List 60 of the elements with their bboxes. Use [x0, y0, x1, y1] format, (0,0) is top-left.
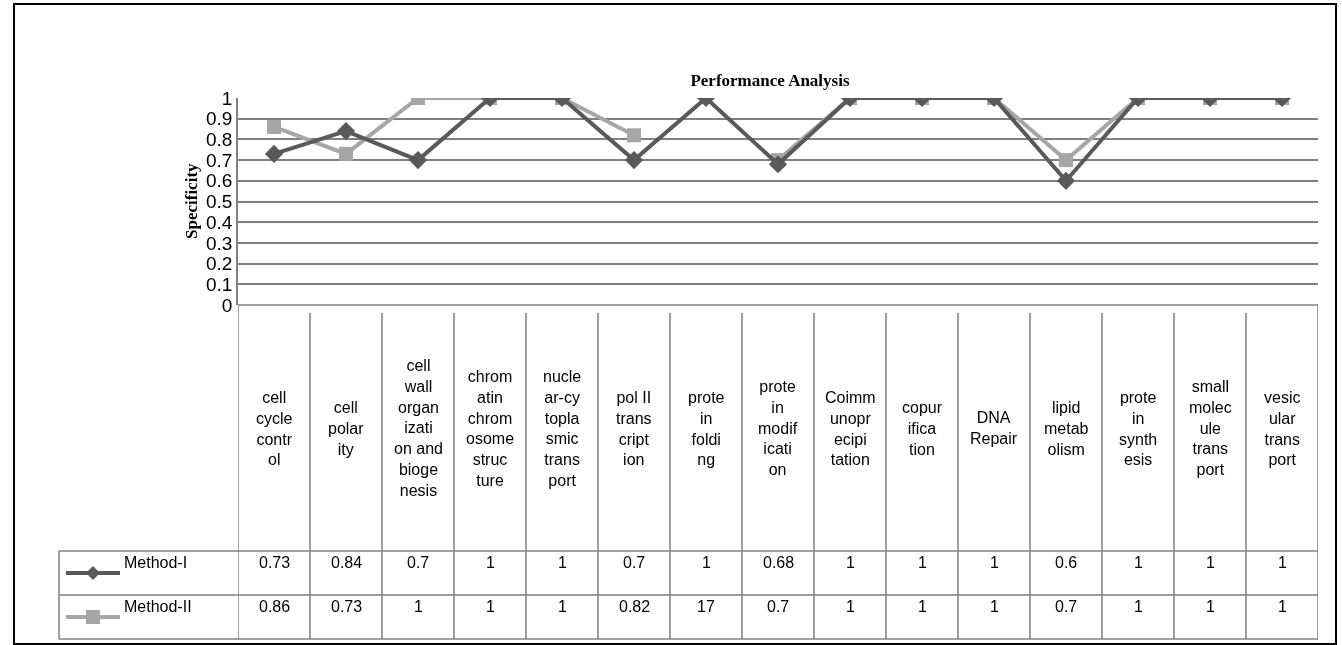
y-tick-label: 0.4 — [206, 211, 233, 233]
x-tick-label: lipid metabolism — [1044, 399, 1089, 458]
text: 17 — [697, 598, 715, 615]
data-label: 1 — [1278, 554, 1287, 571]
data-label: 1 — [1278, 598, 1287, 615]
x-tick-label: nuclear-cytoplasmic transport — [543, 368, 582, 489]
data-label: 0.84 — [331, 554, 363, 571]
y-tick-label: 0.3 — [206, 232, 233, 254]
data-label: 1 — [414, 598, 423, 615]
x-tick-label: Coimmunoprecipitation — [825, 389, 876, 469]
y-tick-label: 0.8 — [206, 129, 233, 151]
x-tick-label: cell polarity — [328, 399, 365, 458]
x-tick-label: pol II transcription — [616, 389, 652, 469]
data-label: 1 — [558, 554, 567, 571]
data-label: 1 — [918, 554, 927, 571]
data-label: 1 — [846, 598, 855, 615]
y-tick-label: 0.5 — [206, 191, 233, 213]
chart-title: Performance Analysis — [690, 70, 850, 90]
x-tick-label: cell wall organization and biogenesis — [394, 357, 443, 499]
data-label: 0.7 — [767, 598, 790, 615]
x-tick-label: cell cycle control — [256, 389, 293, 469]
data-label: 0.68 — [763, 554, 795, 571]
x-tick-label: protein folding — [688, 389, 725, 469]
y-tick-label: 1 — [221, 87, 233, 109]
data-label: 0.7 — [407, 554, 430, 571]
data-label: 1 — [1134, 554, 1143, 571]
x-tick-label: copurification — [902, 399, 943, 458]
y-tick-label: 0 — [221, 294, 233, 316]
legend-label: Method-I — [124, 554, 188, 571]
y-tick-label: 0.2 — [206, 253, 233, 275]
data-label: 0.7 — [623, 554, 646, 571]
x-tick-label: vesicular transport — [1264, 389, 1301, 469]
y-tick-label: 0.6 — [206, 170, 233, 192]
data-label: 0.6 — [1055, 554, 1078, 571]
x-tick-label: small molecule transport — [1189, 378, 1232, 479]
data-label: 0.82 — [619, 598, 651, 615]
y-tick-label: 0.7 — [206, 149, 233, 171]
data-label: 1 — [1206, 598, 1215, 615]
data-label: 1 — [1134, 598, 1143, 615]
data-label: 0.73 — [331, 598, 363, 615]
data-label: 0.73 — [259, 554, 291, 571]
data-label: 1 — [486, 598, 495, 615]
legend-label: Method-II — [124, 598, 192, 615]
x-tick-label: DNA Repair — [970, 409, 1018, 447]
data-label: 1 — [486, 554, 495, 571]
data-label: 1 — [990, 598, 999, 615]
y-tick-label: 0.1 — [206, 273, 233, 295]
data-label: 1 — [990, 554, 999, 571]
data-label: 1 — [702, 554, 711, 571]
data-label: 1 — [1206, 554, 1215, 571]
data-label: 0.7 — [1055, 598, 1078, 615]
data-label: 1 — [846, 554, 855, 571]
x-tick-label: protein synthesis — [1119, 389, 1158, 469]
data-label: 0.86 — [259, 598, 291, 615]
y-tick-label: 0.9 — [206, 108, 233, 130]
data-label: 1 — [918, 598, 927, 615]
x-tick-label: protein modification — [758, 378, 798, 479]
y-axis-title: Specificity — [182, 162, 201, 239]
x-tick-label: chromatin chromosome structure — [466, 368, 515, 489]
data-label: 1 — [558, 598, 567, 615]
